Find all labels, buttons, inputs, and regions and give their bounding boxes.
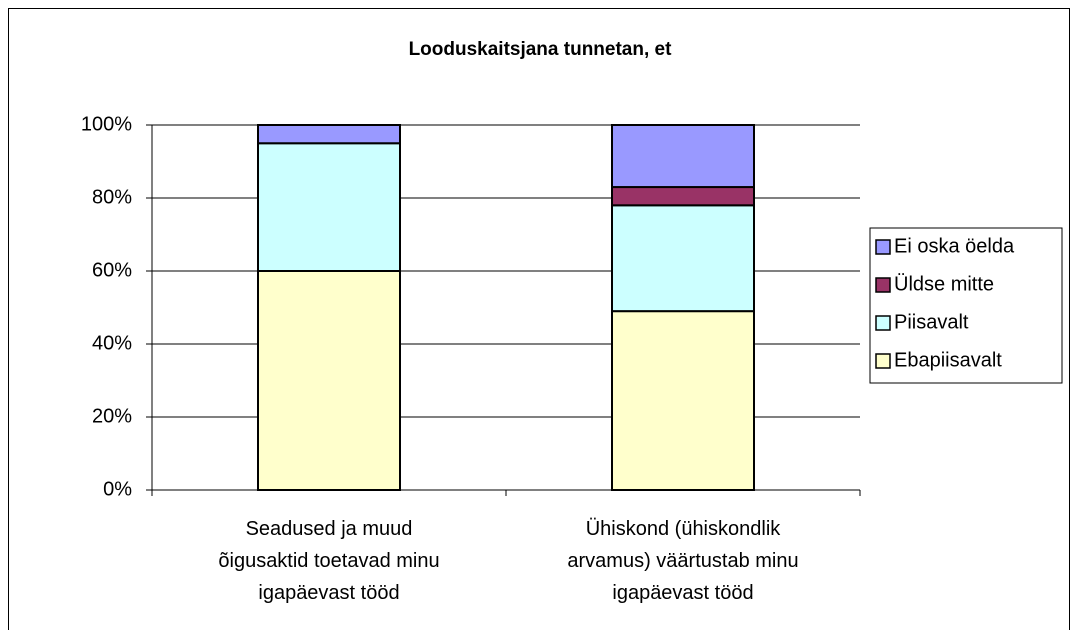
bar-segment [611, 186, 755, 207]
bar-segment [611, 310, 755, 491]
legend-swatch [875, 239, 891, 255]
y-tick-label: 60% [92, 259, 132, 281]
x-tick-label-line: Ühiskond (ühiskondlik [586, 518, 782, 540]
legend-swatch [875, 353, 891, 369]
bar-segment [257, 142, 401, 272]
y-tick-label: 80% [92, 186, 132, 208]
legend-label: Ei oska öelda [894, 235, 1015, 257]
y-tick-label: 40% [92, 332, 132, 354]
x-tick-label-line: Seadused ja muud [246, 518, 413, 540]
bar-segment [611, 204, 755, 313]
legend-swatch [875, 315, 891, 331]
y-tick-label: 0% [103, 478, 132, 500]
bar-segment [257, 270, 401, 491]
y-tick-label: 100% [81, 113, 132, 135]
y-tick-label: 20% [92, 405, 132, 427]
bar-segment [611, 124, 755, 189]
legend-swatch [875, 277, 891, 293]
chart-title: Looduskaitsjana tunnetan, et [409, 39, 673, 60]
x-tick-label: Seadused ja muud õigusaktid toetavad minu… [218, 518, 439, 604]
x-tick-label-line: arvamus) väärtustab minu [567, 550, 798, 572]
legend-label: Üldse mitte [894, 273, 994, 295]
x-tick-label-line: õigusaktid toetavad minu [218, 550, 439, 572]
legend-label: Ebapiisavalt [894, 349, 1002, 371]
x-tick-label-line: igapäevast tööd [612, 582, 753, 604]
legend-box [869, 227, 1063, 384]
x-tick-label: Ühiskond (ühiskondlik arvamus) väärtustab… [567, 518, 798, 604]
bar-segment [257, 124, 401, 145]
x-tick-label-line: igapäevast tööd [258, 582, 399, 604]
legend-label: Piisavalt [894, 311, 969, 333]
